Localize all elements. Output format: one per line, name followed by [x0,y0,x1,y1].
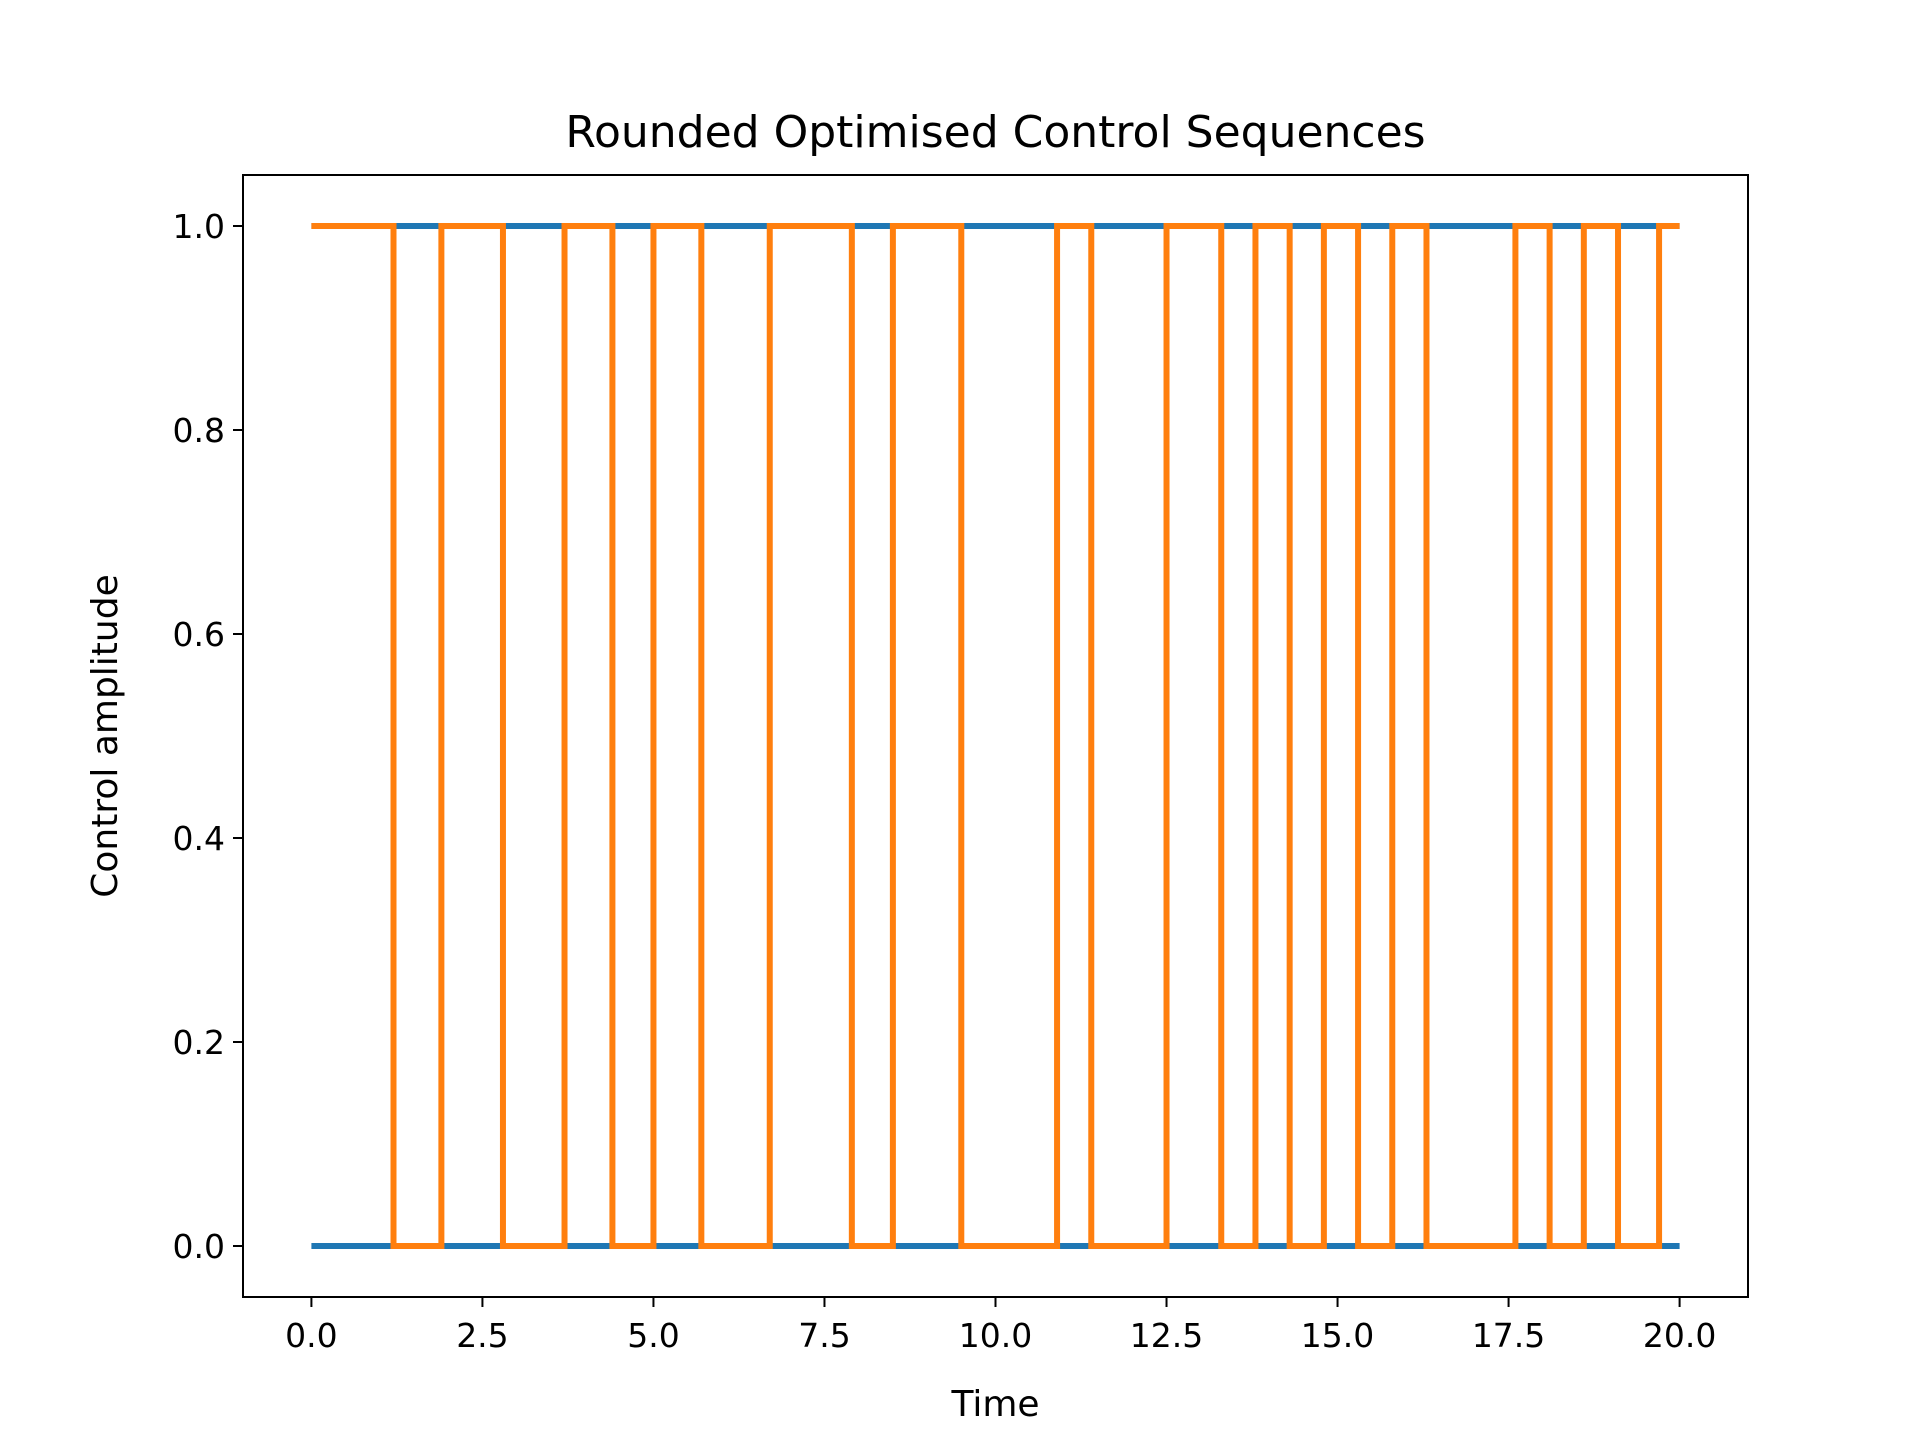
series-line-3 [311,223,1680,1249]
y-axis-ticks: 0.0 0.2 0.4 0.6 0.8 1.0 [173,207,243,1266]
chart-title: Rounded Optimised Control Sequences [565,107,1425,158]
x-axis-ticks: 0.0 2.5 5.0 7.5 10.0 12.5 15.0 17.5 20.0 [285,1297,1716,1355]
y-tick-label: 0.6 [173,615,225,654]
plot-lines [311,223,1680,1249]
y-tick-label: 0.8 [173,411,225,450]
x-tick-label: 7.5 [798,1316,850,1355]
y-tick-label: 1.0 [173,207,225,246]
x-tick-label: 5.0 [627,1316,679,1355]
x-tick-label: 2.5 [456,1316,508,1355]
x-tick-label: 15.0 [1301,1316,1374,1355]
x-tick-label: 17.5 [1472,1316,1545,1355]
plot-frame [242,174,1749,1298]
y-tick-label: 0.0 [173,1227,225,1266]
x-tick-label: 0.0 [285,1316,337,1355]
y-tick-label: 0.4 [173,819,225,858]
y-tick-label: 0.2 [173,1023,225,1062]
x-axis-label: Time [950,1384,1039,1425]
x-tick-label: 20.0 [1643,1316,1716,1355]
x-tick-label: 10.0 [959,1316,1032,1355]
y-axis-label: Control amplitude [85,574,126,898]
x-tick-label: 12.5 [1130,1316,1203,1355]
